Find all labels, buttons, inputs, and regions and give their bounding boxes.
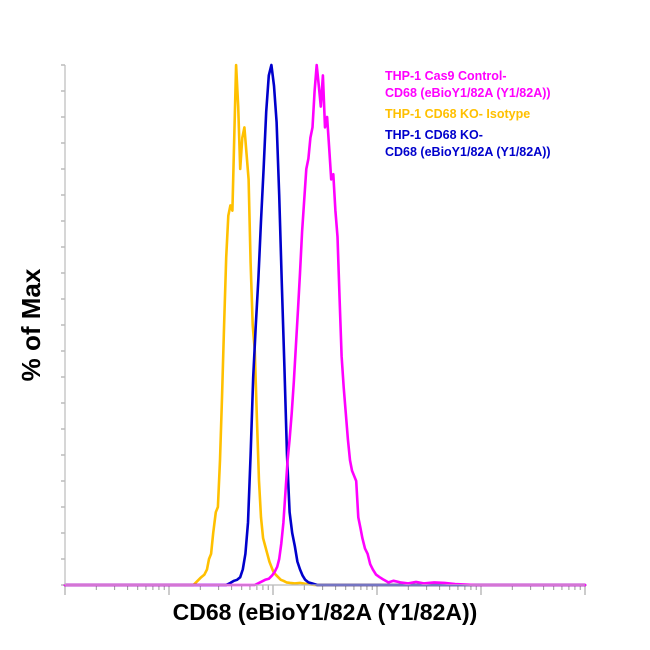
axes	[64, 65, 585, 586]
legend-entry-3: CD68 (eBioY1/82A (Y1/82A))	[385, 145, 551, 159]
legend-entry-1: CD68 (eBioY1/82A (Y1/82A))	[385, 86, 551, 100]
y-axis-label: % of Max	[16, 268, 46, 381]
series-line-1	[63, 63, 587, 587]
series-line-3	[63, 63, 587, 587]
legend-entry-1: THP-1 Cas9 Control-	[385, 69, 507, 83]
legend: THP-1 Cas9 Control- CD68 (eBioY1/82A (Y1/…	[385, 69, 551, 159]
series-line-2	[63, 63, 587, 587]
legend-entry-3: THP-1 CD68 KO-	[385, 128, 483, 142]
x-axis-label: CD68 (eBioY1/82A (Y1/82A))	[173, 599, 478, 625]
legend-entry-2: THP-1 CD68 KO- Isotype	[385, 107, 530, 121]
series-layer	[63, 63, 587, 587]
